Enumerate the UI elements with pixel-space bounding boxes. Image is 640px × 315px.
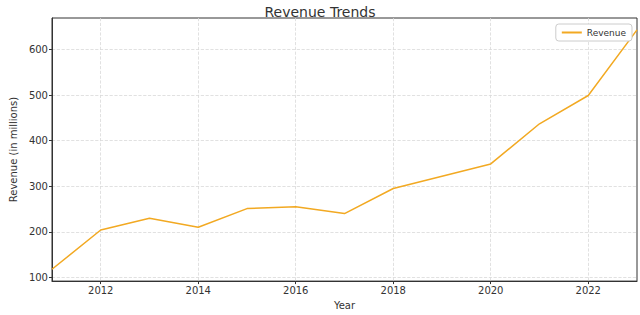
svg-text:2020: 2020 bbox=[478, 285, 503, 296]
svg-text:Year: Year bbox=[333, 300, 356, 311]
svg-text:500: 500 bbox=[29, 90, 48, 101]
svg-text:2016: 2016 bbox=[283, 285, 308, 296]
svg-text:2014: 2014 bbox=[186, 285, 211, 296]
svg-text:400: 400 bbox=[29, 135, 48, 146]
svg-text:600: 600 bbox=[29, 44, 48, 55]
svg-text:Revenue (in millions): Revenue (in millions) bbox=[8, 97, 19, 202]
svg-text:2022: 2022 bbox=[576, 285, 601, 296]
svg-text:Revenue: Revenue bbox=[587, 28, 627, 38]
svg-text:2012: 2012 bbox=[88, 285, 113, 296]
svg-text:300: 300 bbox=[29, 181, 48, 192]
svg-text:2018: 2018 bbox=[381, 285, 406, 296]
svg-text:200: 200 bbox=[29, 226, 48, 237]
svg-text:Revenue Trends: Revenue Trends bbox=[264, 4, 375, 20]
svg-text:100: 100 bbox=[29, 272, 48, 283]
